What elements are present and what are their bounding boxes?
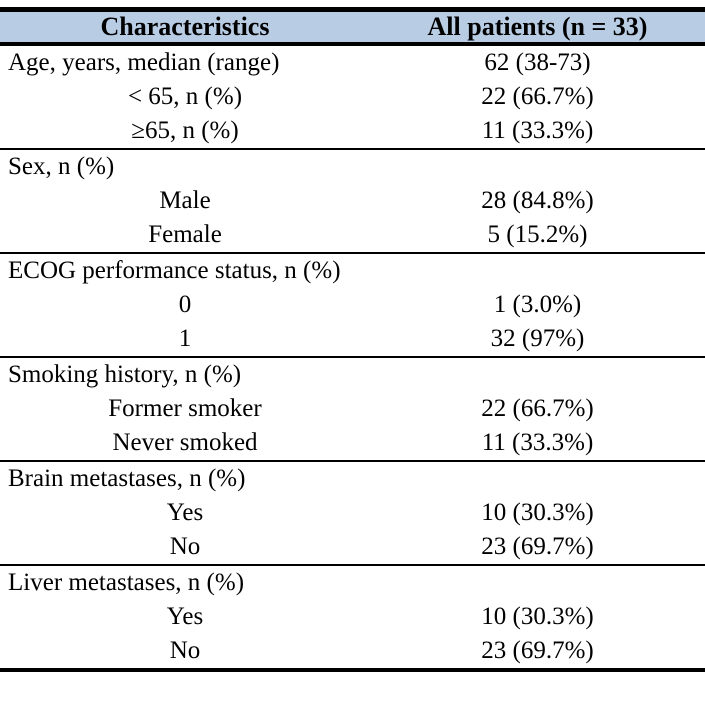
section-header-row: Liver metastases, n (%) bbox=[0, 564, 705, 600]
row-value-cell: 11 (33.3%) bbox=[481, 117, 594, 144]
row-label-cell: Yes bbox=[166, 499, 204, 526]
section-header-row: Smoking history, n (%) bbox=[0, 356, 705, 392]
row-value-cell: 5 (15.2%) bbox=[487, 221, 588, 248]
table-row: Yes 10 (30.3%) bbox=[0, 496, 705, 530]
row-value-cell: 32 (97%) bbox=[490, 325, 585, 352]
row-label-cell: Age, years, median (range) bbox=[8, 49, 280, 76]
table-row: Never smoked 11 (33.3%) bbox=[0, 426, 705, 461]
row-label-cell: < 65, n (%) bbox=[127, 83, 243, 110]
row-value-cell: 62 (38-73) bbox=[484, 49, 591, 76]
table-header: Characteristics All patients (n = 33) bbox=[0, 9, 705, 46]
section-header-row: Sex, n (%) bbox=[0, 148, 705, 184]
row-value-cell bbox=[370, 356, 705, 392]
row-label-cell: 1 bbox=[178, 325, 192, 352]
table-row: Former smoker 22 (66.7%) bbox=[0, 392, 705, 426]
row-label-cell: Brain metastases, n (%) bbox=[0, 460, 370, 496]
row-label-cell: No bbox=[169, 533, 201, 560]
table-row: Male 28 (84.8%) bbox=[0, 184, 705, 218]
section-header-row: Age, years, median (range) 62 (38-73) bbox=[0, 44, 705, 80]
table-row: 1 32 (97%) bbox=[0, 322, 705, 357]
row-label-cell: Yes bbox=[166, 603, 204, 630]
section-header-row: ECOG performance status, n (%) bbox=[0, 252, 705, 288]
table-header-row: Characteristics All patients (n = 33) bbox=[0, 9, 705, 46]
row-value-cell bbox=[370, 252, 705, 288]
row-label-cell: Liver metastases, n (%) bbox=[0, 564, 370, 600]
row-value-cell: 28 (84.8%) bbox=[481, 187, 594, 214]
row-value-cell bbox=[370, 564, 705, 600]
row-value-cell: 10 (30.3%) bbox=[481, 499, 594, 526]
row-label-cell: Former smoker bbox=[108, 395, 262, 422]
row-value-cell: 11 (33.3%) bbox=[481, 429, 594, 456]
row-label-cell: 0 bbox=[178, 291, 192, 318]
row-label-cell: Male bbox=[159, 187, 211, 214]
row-value-cell bbox=[370, 148, 705, 184]
row-value-cell: 22 (66.7%) bbox=[481, 395, 594, 422]
table-row: No 23 (69.7%) bbox=[0, 634, 705, 670]
row-label-cell: ECOG performance status, n (%) bbox=[0, 252, 370, 288]
row-value-cell: 22 (66.7%) bbox=[481, 83, 594, 110]
row-value-cell: 10 (30.3%) bbox=[481, 603, 594, 630]
table-row: ≥65, n (%) 11 (33.3%) bbox=[0, 114, 705, 149]
table-row: Female 5 (15.2%) bbox=[0, 218, 705, 253]
row-label-cell: Sex, n (%) bbox=[0, 148, 370, 184]
row-value-cell: 1 (3.0%) bbox=[493, 291, 582, 318]
patient-characteristics-table: Characteristics All patients (n = 33) Ag… bbox=[0, 7, 705, 672]
row-label-cell: No bbox=[169, 637, 201, 664]
row-value-cell bbox=[370, 460, 705, 496]
table-row: Yes 10 (30.3%) bbox=[0, 600, 705, 634]
row-value-cell: 23 (69.7%) bbox=[481, 637, 594, 664]
column-header-all-patients: All patients (n = 33) bbox=[370, 9, 705, 46]
row-label-cell: Never smoked bbox=[112, 429, 258, 456]
table-row: 0 1 (3.0%) bbox=[0, 288, 705, 322]
row-label-cell: ≥65, n (%) bbox=[131, 117, 239, 144]
row-label-cell: Smoking history, n (%) bbox=[0, 356, 370, 392]
table-row: < 65, n (%) 22 (66.7%) bbox=[0, 80, 705, 114]
table-body: Age, years, median (range) 62 (38-73) < 65… bbox=[0, 44, 705, 670]
table-row: No 23 (69.7%) bbox=[0, 530, 705, 565]
column-header-characteristics: Characteristics bbox=[0, 9, 370, 46]
row-label-cell: Female bbox=[148, 221, 222, 248]
section-header-row: Brain metastases, n (%) bbox=[0, 460, 705, 496]
row-value-cell: 23 (69.7%) bbox=[481, 533, 594, 560]
